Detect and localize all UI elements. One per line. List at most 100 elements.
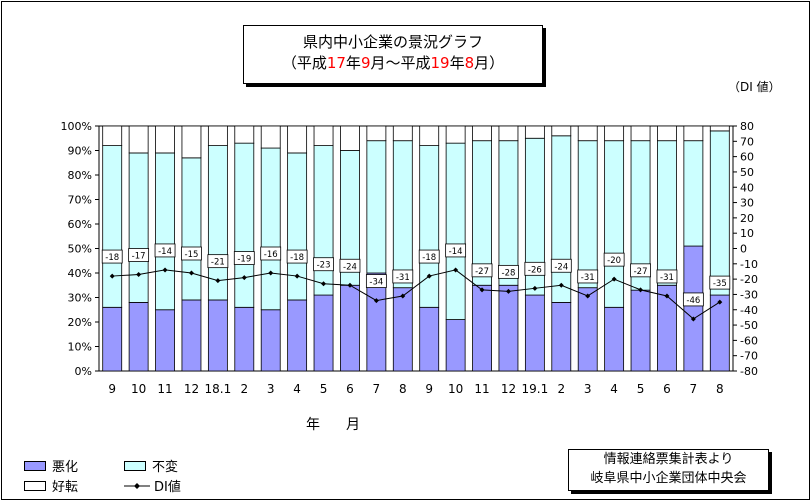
di-label-box [709, 275, 731, 290]
x-axis-tick-label: 2 [240, 382, 248, 396]
right-axis-tick-label: -80 [740, 365, 758, 378]
bar-segment-worse [392, 287, 413, 372]
bar-segment-same [419, 145, 440, 308]
di-label-box [656, 269, 678, 284]
di-data-label: -24 [554, 262, 568, 272]
bar-segment-better [630, 125, 651, 142]
bar-segment-same [234, 142, 255, 308]
bar-segment-worse [260, 309, 281, 372]
di-data-label: -17 [132, 252, 146, 262]
left-axis-tick-label: 100% [61, 120, 92, 133]
bar-segment-same [498, 140, 519, 286]
di-data-label: -26 [528, 265, 542, 275]
di-label-box [524, 261, 546, 276]
left-axis-tick-label: 20% [68, 316, 92, 329]
source-line-1: 情報連絡票集計表より [603, 452, 734, 467]
di-marker [268, 270, 274, 276]
plot-area [98, 125, 734, 372]
right-axis-tick-label: 50 [740, 166, 754, 179]
x-axis-tick-label: 9 [108, 382, 116, 396]
di-label-box [471, 263, 493, 278]
bar-segment-better [234, 125, 255, 144]
x-axis-tick-label: 5 [320, 382, 328, 396]
legend-swatch-same [124, 460, 146, 471]
di-label-box [682, 292, 704, 307]
x-axis-tick-label: 2 [557, 382, 565, 396]
di-data-label: -21 [211, 258, 225, 268]
bar-segment-better [419, 125, 440, 147]
bar-segment-worse [577, 287, 598, 372]
source-line-2: 岐阜県中小企業団体中央会 [590, 471, 747, 486]
x-axis-tick-label: 7 [690, 382, 698, 396]
di-marker [136, 272, 142, 278]
bar-segment-better [181, 125, 202, 159]
bar-segment-same [392, 140, 413, 289]
bar-segment-better [287, 125, 308, 154]
left-axis-tick-label: 50% [68, 243, 92, 256]
bar-segment-better [128, 125, 149, 154]
right-axis-tick-label: 70 [740, 135, 754, 148]
bar-segment-same [128, 152, 149, 303]
x-axis-tick-label: 8 [399, 382, 407, 396]
right-axis-tick-label: -10 [740, 258, 758, 271]
left-axis-tick-label: 30% [68, 292, 92, 305]
bar-segment-worse [419, 306, 440, 372]
right-axis-tick-label: 10 [740, 227, 754, 240]
legend-di-line-icon [124, 482, 150, 489]
di-data-label: -14 [449, 247, 463, 257]
bar-segment-worse [234, 306, 255, 372]
bar-segment-same [445, 142, 466, 320]
bar-segment-better [366, 125, 387, 142]
right-axis-tick-label: 20 [740, 212, 754, 225]
legend-label-di: DI値 [154, 480, 181, 495]
bar-segment-worse [340, 284, 360, 372]
bar-segment-better [683, 125, 704, 142]
bar-segment-better [340, 125, 360, 151]
di-data-label: -35 [713, 279, 727, 289]
legend-label-better: 好転 [52, 480, 79, 495]
legend-item-worse: 悪化 [24, 456, 78, 475]
x-axis-tick-label: 12 [184, 382, 199, 396]
di-marker [479, 287, 485, 293]
di-data-label: -16 [264, 250, 278, 260]
bar-segment-worse [604, 306, 625, 372]
di-data-label: -46 [686, 296, 700, 306]
di-marker [717, 299, 723, 305]
di-data-label: -18 [422, 253, 436, 263]
di-marker [426, 273, 432, 279]
x-axis-tick-label: 11 [474, 382, 489, 396]
di-label-box [445, 243, 467, 258]
di-marker [690, 316, 696, 322]
di-label-box [550, 258, 572, 273]
di-data-label: -28 [502, 268, 516, 278]
bar-segment-same [366, 140, 387, 274]
x-axis-tick-label: 4 [293, 382, 301, 396]
di-marker [321, 281, 327, 287]
di-label-box [286, 249, 308, 264]
di-marker [505, 288, 511, 294]
bar-segment-worse [445, 319, 466, 372]
di-data-label: -27 [475, 267, 489, 277]
di-marker [611, 276, 617, 282]
source-note-box: 情報連絡票集計表より 岐阜県中小企業団体中央会 [568, 449, 769, 491]
bar-segment-worse [287, 299, 308, 372]
di-marker [373, 298, 379, 304]
bar-segment-worse [313, 294, 334, 372]
di-data-label: -18 [290, 253, 304, 263]
di-marker [400, 293, 406, 299]
bar-segment-same [683, 140, 704, 247]
x-axis-tick-label: 18.1 [205, 382, 232, 396]
di-label-box [630, 263, 651, 278]
di-marker [294, 273, 300, 279]
bar-segment-better [472, 125, 492, 142]
di-data-label: -34 [369, 278, 383, 288]
di-label-box [154, 243, 176, 258]
right-axis-tick-label: -30 [740, 288, 758, 301]
di-marker [638, 287, 644, 293]
bar-segment-worse [498, 284, 519, 372]
bar-segment-worse [102, 306, 123, 372]
legend: 悪化 不変 好転 DI値 [4, 452, 210, 495]
di-data-label: -27 [634, 267, 648, 277]
di-data-label: -19 [237, 255, 251, 265]
x-axis-tick-label: 10 [448, 382, 463, 396]
